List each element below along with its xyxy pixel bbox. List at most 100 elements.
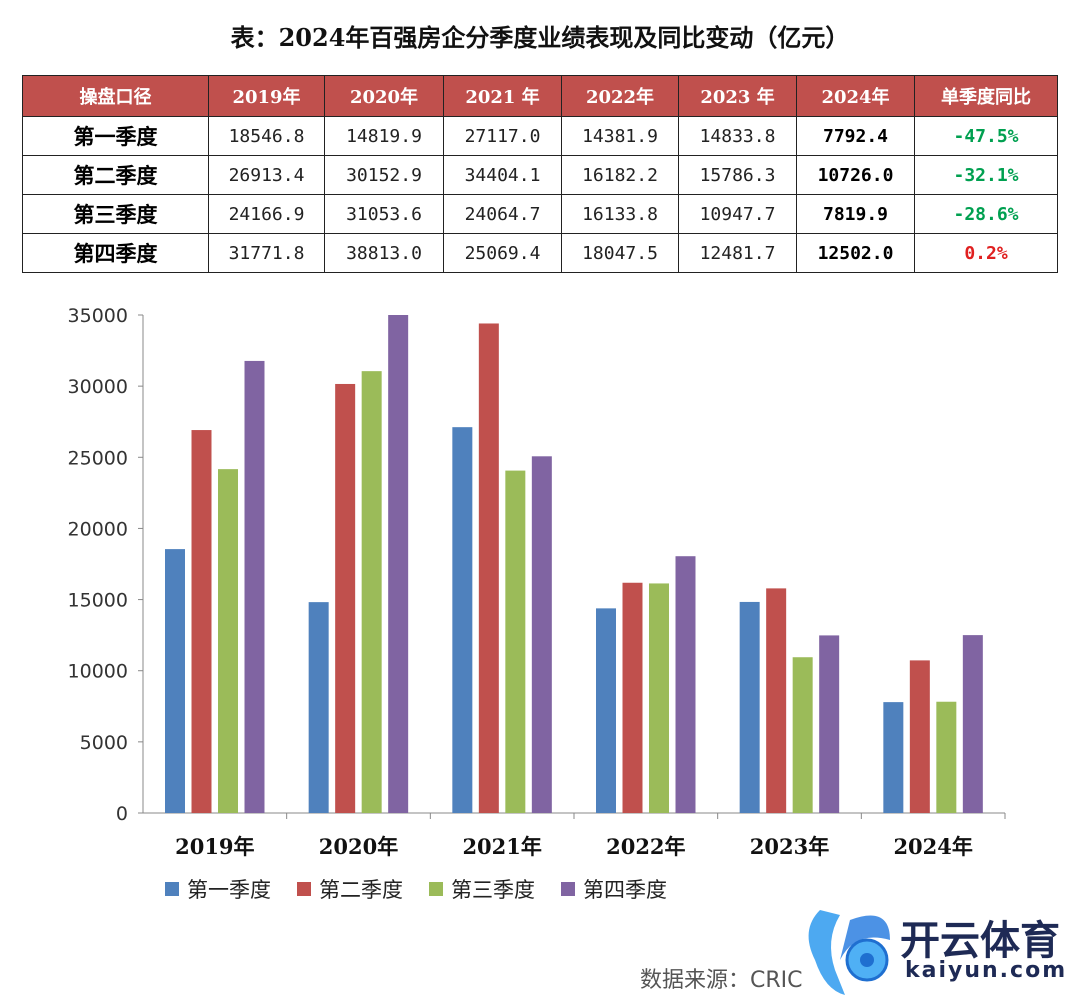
bar-1-2024年 [883,702,904,813]
value-cell: 30152.9 [324,155,444,195]
y-tick-label: 35000 [68,305,128,327]
legend-swatch [561,882,575,896]
legend-item-q2: 第二季度 [297,874,403,904]
bar-4-2023年 [819,635,840,813]
bar-2-2024年 [909,660,930,813]
x-tick-label: 2022年 [606,834,685,859]
bar-4-2021年 [531,456,552,813]
source-note: 数据来源：CRIC [640,968,803,993]
bar-4-2024年 [962,635,983,813]
yoy-cell: -28.6% [914,194,1058,234]
value-cell: 14833.8 [678,116,797,156]
bar-3-2019年 [218,469,238,813]
yoy-cell: -32.1% [914,155,1058,195]
value-cell: 12502.0 [796,233,915,273]
watermark-logo-icon [808,910,890,995]
legend-label: 第三季度 [451,878,535,902]
bar-1-2021年 [452,427,473,813]
table-header-row: 操盘口径 2019年 2020年 2021 年 2022年 2023 年 202… [22,75,1058,117]
row-label: 第二季度 [22,155,209,195]
value-cell: 7819.9 [796,194,915,234]
row-label: 第四季度 [22,233,209,273]
bar-3-2023年 [792,657,813,813]
yoy-cell: 0.2% [914,233,1058,273]
y-tick-label: 5000 [80,732,128,754]
table-row: 第四季度 31771.8 38813.0 25069.4 18047.5 12481.7 1… [22,233,1058,273]
value-cell: 31053.6 [324,194,444,234]
row-label: 第三季度 [22,194,209,234]
header-cell: 2021 年 [443,75,562,117]
value-cell: 24166.9 [208,194,325,234]
header-cell: 单季度同比 [914,75,1058,117]
value-cell: 24064.7 [443,194,562,234]
x-tick-label: 2019年 [175,834,254,859]
legend-label: 第二季度 [319,878,403,902]
yoy-cell: -47.5% [914,116,1058,156]
header-cell: 2022年 [561,75,679,117]
bar-2-2020年 [335,383,356,813]
legend-label: 第一季度 [187,878,271,902]
legend-item-q1: 第一季度 [165,874,271,904]
value-cell: 12481.7 [678,233,797,273]
header-cell: 2020年 [324,75,444,117]
legend-item-q4: 第四季度 [561,874,667,904]
value-cell: 18546.8 [208,116,325,156]
bar-3-2024年 [936,701,957,813]
table-row: 第三季度 24166.9 31053.6 24064.7 16133.8 10947.7 7… [22,194,1058,234]
y-tick-label: 0 [116,803,128,825]
value-cell: 34404.1 [443,155,562,195]
y-tick-label: 25000 [68,447,128,469]
table-row: 第一季度 18546.8 14819.9 27117.0 14381.9 14833.8 7… [22,116,1058,156]
chart-title: 表：2024年百强房企分季度业绩表现及同比变动（亿元） [230,23,850,52]
value-cell: 27117.0 [443,116,562,156]
x-tick-label: 2020年 [319,834,398,859]
value-cell: 31771.8 [208,233,325,273]
bar-3-2022年 [649,583,669,813]
bar-4-2020年 [388,315,409,813]
x-tick-label: 2023年 [750,834,829,859]
bar-4-2019年 [244,360,265,813]
value-cell: 38813.0 [324,233,444,273]
y-tick-label: 20000 [68,518,128,540]
bar-2-2023年 [766,588,787,813]
bar-chart: 0 5000 10000 15000 20000 25000 30000 35000 2019年… [68,305,1006,859]
legend-item-q3: 第三季度 [429,874,535,904]
legend-swatch [297,882,311,896]
header-cell: 2024年 [796,75,915,117]
value-cell: 14819.9 [324,116,444,156]
value-cell: 14381.9 [561,116,679,156]
legend-label: 第四季度 [583,878,667,902]
y-tick-label: 10000 [68,661,128,683]
bar-1-2022年 [596,608,616,813]
bar-2-2021年 [478,323,499,813]
bar-2-2022年 [622,582,643,813]
x-tick-label: 2021年 [462,834,541,859]
bar-1-2020年 [308,602,329,813]
legend: 第一季度 第二季度 第三季度 第四季度 [165,874,667,904]
header-cell: 操盘口径 [22,75,209,117]
bar-4-2022年 [675,556,696,813]
x-tick-label: 2024年 [893,834,972,859]
bar-1-2019年 [165,549,185,813]
watermark-name: 开云体育 [900,918,1060,964]
value-cell: 10726.0 [796,155,915,195]
value-cell: 25069.4 [443,233,562,273]
watermark-url: kaiyun.com [905,958,1068,983]
row-label: 第一季度 [22,116,209,156]
bar-1-2023年 [739,601,760,813]
bar-3-2020年 [361,371,382,813]
header-cell: 2023 年 [678,75,797,117]
header-cell: 2019年 [208,75,325,117]
data-table: 操盘口径 2019年 2020年 2021 年 2022年 2023 年 202… [22,75,1058,273]
legend-swatch [429,882,443,896]
value-cell: 18047.5 [561,233,679,273]
y-tick-label: 15000 [68,590,128,612]
value-cell: 16133.8 [561,194,679,234]
value-cell: 16182.2 [561,155,679,195]
legend-swatch [165,882,179,896]
bar-2-2019年 [191,430,212,813]
value-cell: 15786.3 [678,155,797,195]
value-cell: 26913.4 [208,155,325,195]
value-cell: 10947.7 [678,194,797,234]
table-row: 第二季度 26913.4 30152.9 34404.1 16182.2 15786.3 1… [22,155,1058,195]
